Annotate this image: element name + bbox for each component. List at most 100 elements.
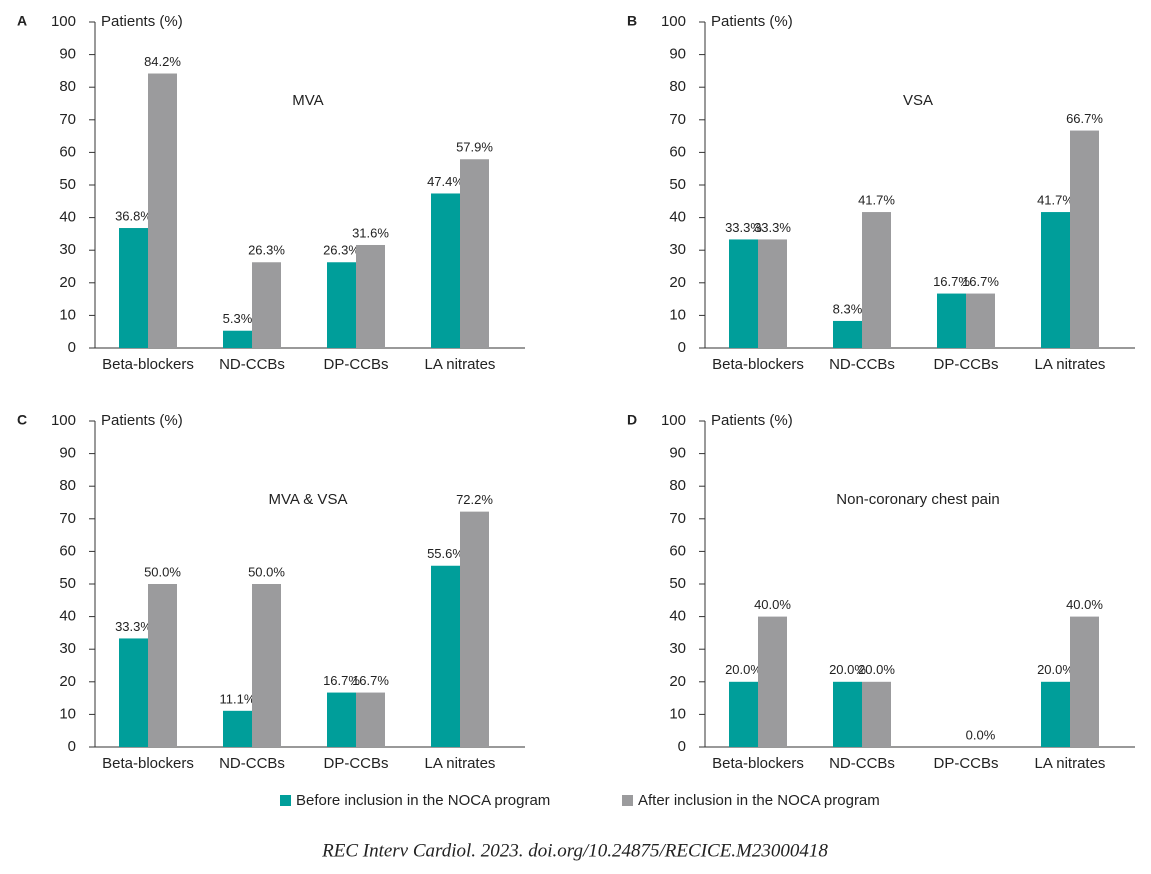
y-tick-label: 100: [51, 13, 76, 30]
value-label: 26.3%: [248, 243, 285, 258]
value-label: 33.3%: [115, 619, 152, 634]
bar: [1041, 681, 1070, 747]
y-tick-label: 100: [661, 13, 686, 30]
x-tick-label: DP-CCBs: [933, 755, 998, 772]
bar: [119, 228, 148, 348]
value-label: 41.7%: [1037, 192, 1074, 207]
y-tick-label: 50: [59, 176, 76, 193]
y-tick-label: 40: [59, 209, 76, 226]
legend-label: Before inclusion in the NOCA program: [296, 792, 550, 809]
bar: [758, 616, 787, 747]
panel-title: MVA: [292, 92, 323, 109]
value-label: 40.0%: [1066, 597, 1103, 612]
bar: [431, 193, 460, 348]
legend-swatch: [622, 795, 633, 806]
value-label: 5.3%: [223, 311, 253, 326]
x-tick-label: ND-CCBs: [829, 356, 895, 373]
citation: REC Interv Cardiol. 2023. doi.org/10.248…: [321, 840, 828, 861]
y-tick-label: 90: [59, 445, 76, 462]
y-tick-label: 60: [669, 542, 686, 559]
x-tick-label: LA nitrates: [1035, 755, 1106, 772]
panel-title: VSA: [903, 92, 933, 109]
value-label: 57.9%: [456, 140, 493, 155]
value-label: 31.6%: [352, 225, 389, 240]
y-axis-label: Patients (%): [711, 412, 793, 429]
value-label: 0.0%: [966, 727, 996, 742]
bar: [327, 692, 356, 747]
panel-title: MVA & VSA: [269, 491, 348, 508]
bar: [729, 681, 758, 747]
value-label: 41.7%: [858, 192, 895, 207]
x-tick-label: LA nitrates: [425, 755, 496, 772]
y-tick-label: 40: [669, 209, 686, 226]
x-tick-label: ND-CCBs: [829, 755, 895, 772]
value-label: 72.2%: [456, 492, 493, 507]
value-label: 36.8%: [115, 208, 152, 223]
legend-swatch: [280, 795, 291, 806]
bar: [966, 293, 995, 348]
bar: [223, 710, 252, 747]
y-tick-label: 100: [661, 412, 686, 429]
value-label: 40.0%: [754, 597, 791, 612]
y-tick-label: 0: [68, 339, 76, 356]
y-tick-label: 20: [59, 673, 76, 690]
y-tick-label: 60: [59, 143, 76, 160]
bar: [758, 239, 787, 348]
y-tick-label: 80: [669, 477, 686, 494]
y-axis-label: Patients (%): [711, 13, 793, 30]
y-axis-label: Patients (%): [101, 13, 183, 30]
bar: [252, 584, 281, 747]
y-tick-label: 10: [669, 306, 686, 323]
y-tick-label: 30: [59, 241, 76, 258]
y-tick-label: 0: [68, 738, 76, 755]
value-label: 84.2%: [144, 54, 181, 69]
bar: [119, 638, 148, 747]
y-tick-label: 90: [59, 46, 76, 63]
bar: [223, 330, 252, 348]
bar: [833, 320, 862, 348]
bar: [460, 511, 489, 747]
y-tick-label: 70: [59, 111, 76, 128]
value-label: 16.7%: [323, 673, 360, 688]
bar: [862, 212, 891, 348]
y-tick-label: 70: [669, 111, 686, 128]
panel-letter: A: [17, 13, 27, 29]
value-label: 47.4%: [427, 174, 464, 189]
bar: [252, 262, 281, 348]
bar: [862, 681, 891, 747]
y-tick-label: 0: [678, 738, 686, 755]
bar: [327, 262, 356, 348]
bar: [148, 73, 177, 349]
y-tick-label: 80: [59, 477, 76, 494]
y-tick-label: 10: [669, 705, 686, 722]
bar: [1041, 212, 1070, 348]
y-tick-label: 30: [669, 640, 686, 657]
x-tick-label: Beta-blockers: [102, 356, 194, 373]
y-tick-label: 20: [669, 274, 686, 291]
y-tick-label: 100: [51, 412, 76, 429]
value-label: 66.7%: [1066, 111, 1103, 126]
value-label: 16.7%: [352, 673, 389, 688]
bar: [148, 584, 177, 747]
y-tick-label: 30: [59, 640, 76, 657]
y-tick-label: 70: [669, 510, 686, 527]
panel-title: Non-coronary chest pain: [836, 491, 999, 508]
y-tick-label: 50: [669, 575, 686, 592]
x-tick-label: LA nitrates: [425, 356, 496, 373]
x-tick-label: DP-CCBs: [933, 356, 998, 373]
value-label: 16.7%: [962, 274, 999, 289]
y-tick-label: 40: [669, 608, 686, 625]
value-label: 8.3%: [833, 301, 863, 316]
y-tick-label: 50: [669, 176, 686, 193]
y-tick-label: 0: [678, 339, 686, 356]
bar: [460, 159, 489, 348]
value-label: 33.3%: [725, 220, 762, 235]
bar: [729, 239, 758, 348]
bar: [356, 692, 385, 747]
bar: [1070, 130, 1099, 348]
panel-letter: B: [627, 13, 637, 29]
x-tick-label: DP-CCBs: [323, 755, 388, 772]
x-tick-label: ND-CCBs: [219, 356, 285, 373]
y-tick-label: 80: [669, 78, 686, 95]
